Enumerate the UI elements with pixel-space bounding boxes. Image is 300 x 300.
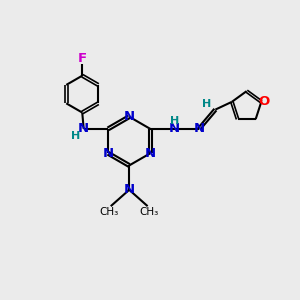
Text: CH₃: CH₃ <box>100 207 119 217</box>
Text: H: H <box>202 99 211 109</box>
Text: H: H <box>71 131 80 141</box>
Text: CH₃: CH₃ <box>140 207 159 217</box>
Text: N: N <box>103 147 114 160</box>
Text: N: N <box>169 122 180 135</box>
Text: N: N <box>78 122 89 135</box>
Text: F: F <box>78 52 87 65</box>
Text: O: O <box>258 95 269 108</box>
Text: N: N <box>194 122 205 135</box>
Text: N: N <box>124 110 135 123</box>
Text: N: N <box>145 147 156 160</box>
Text: H: H <box>170 116 179 126</box>
Text: N: N <box>124 183 135 196</box>
